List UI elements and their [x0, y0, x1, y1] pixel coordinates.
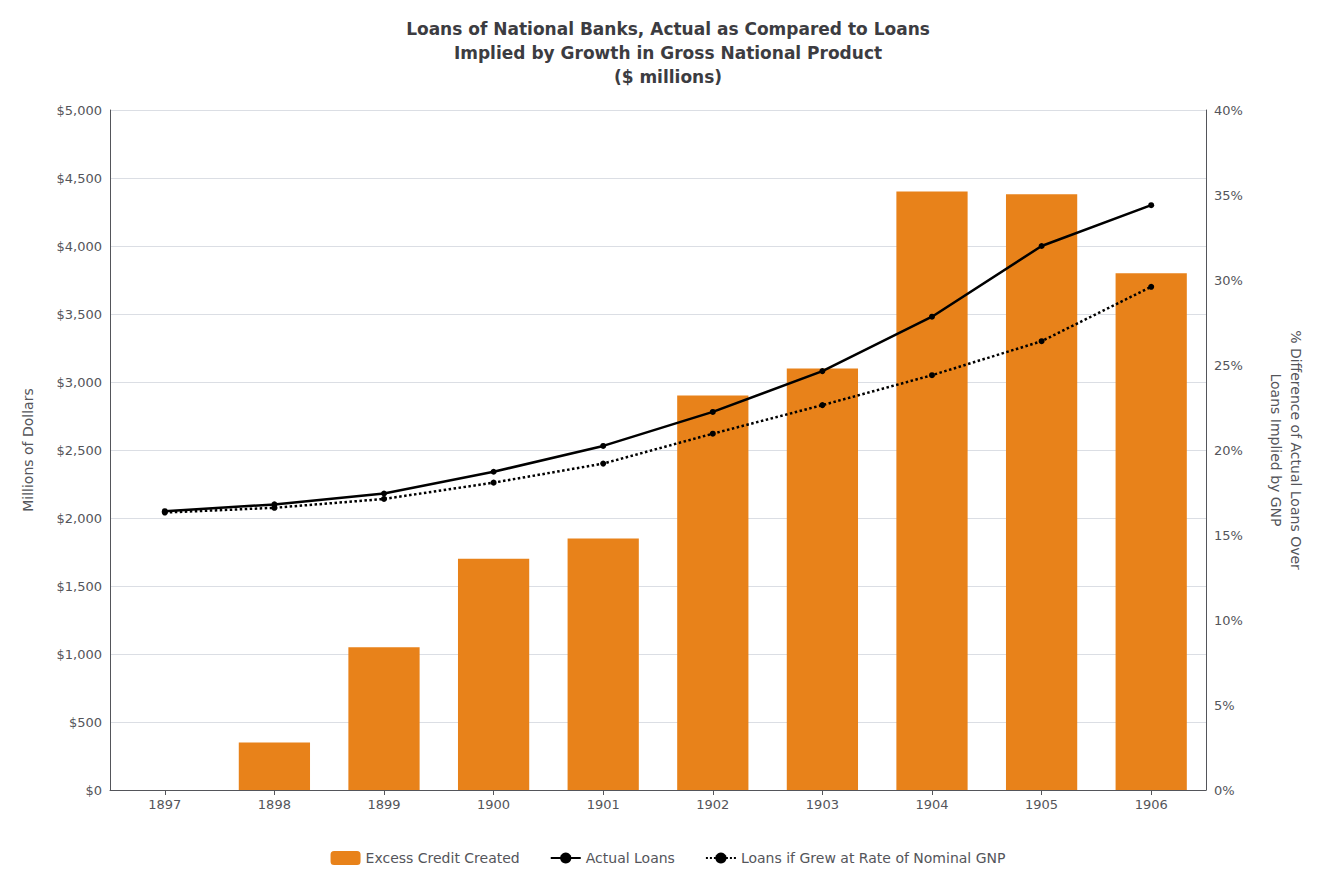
svg-text:10%: 10% — [1214, 613, 1243, 628]
svg-text:0%: 0% — [1214, 783, 1235, 798]
svg-text:1899: 1899 — [367, 797, 400, 812]
svg-text:$3,000: $3,000 — [57, 375, 103, 390]
svg-text:$0: $0 — [85, 783, 102, 798]
svg-text:20%: 20% — [1214, 443, 1243, 458]
svg-text:$1,000: $1,000 — [57, 647, 103, 662]
svg-text:$4,500: $4,500 — [57, 171, 103, 186]
svg-text:$4,000: $4,000 — [57, 239, 103, 254]
svg-text:$5,000: $5,000 — [57, 103, 103, 118]
svg-text:25%: 25% — [1214, 358, 1243, 373]
svg-text:1906: 1906 — [1135, 797, 1168, 812]
svg-text:1905: 1905 — [1025, 797, 1058, 812]
svg-text:1897: 1897 — [148, 797, 181, 812]
svg-text:Excess Credit Created: Excess Credit Created — [366, 850, 520, 866]
svg-text:Loans if Grew at Rate of Nomin: Loans if Grew at Rate of Nominal GNP — [741, 850, 1006, 866]
svg-text:40%: 40% — [1214, 103, 1243, 118]
svg-text:1902: 1902 — [696, 797, 729, 812]
svg-text:Loans of National Banks, Actua: Loans of National Banks, Actual as Compa… — [406, 19, 930, 39]
svg-text:35%: 35% — [1214, 188, 1243, 203]
svg-text:1898: 1898 — [258, 797, 291, 812]
svg-text:$500: $500 — [69, 715, 102, 730]
svg-text:15%: 15% — [1214, 528, 1243, 543]
svg-text:Implied by Growth in Gross Nat: Implied by Growth in Gross National Prod… — [454, 43, 882, 63]
svg-text:$3,500: $3,500 — [57, 307, 103, 322]
svg-text:Millions of Dollars: Millions of Dollars — [20, 388, 36, 512]
svg-text:($ millions): ($ millions) — [614, 67, 722, 87]
svg-text:$2,000: $2,000 — [57, 511, 103, 526]
svg-text:$1,500: $1,500 — [57, 579, 103, 594]
svg-text:5%: 5% — [1214, 698, 1235, 713]
svg-text:Loans Implied by GNP: Loans Implied by GNP — [1268, 373, 1284, 526]
svg-text:30%: 30% — [1214, 273, 1243, 288]
svg-text:1901: 1901 — [587, 797, 620, 812]
svg-text:1904: 1904 — [915, 797, 948, 812]
svg-text:Actual Loans: Actual Loans — [586, 850, 675, 866]
svg-text:$2,500: $2,500 — [57, 443, 103, 458]
svg-text:1903: 1903 — [806, 797, 839, 812]
svg-text:% Difference of Actual Loans O: % Difference of Actual Loans Over — [1288, 330, 1304, 570]
svg-text:1900: 1900 — [477, 797, 510, 812]
